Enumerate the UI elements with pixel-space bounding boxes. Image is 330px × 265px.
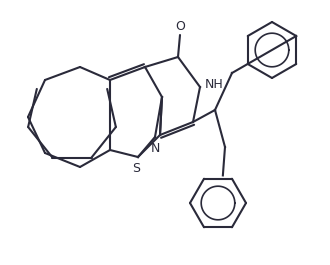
Text: S: S [132, 162, 140, 175]
Text: O: O [175, 20, 185, 33]
Text: N: N [150, 142, 160, 154]
Text: NH: NH [205, 77, 223, 91]
